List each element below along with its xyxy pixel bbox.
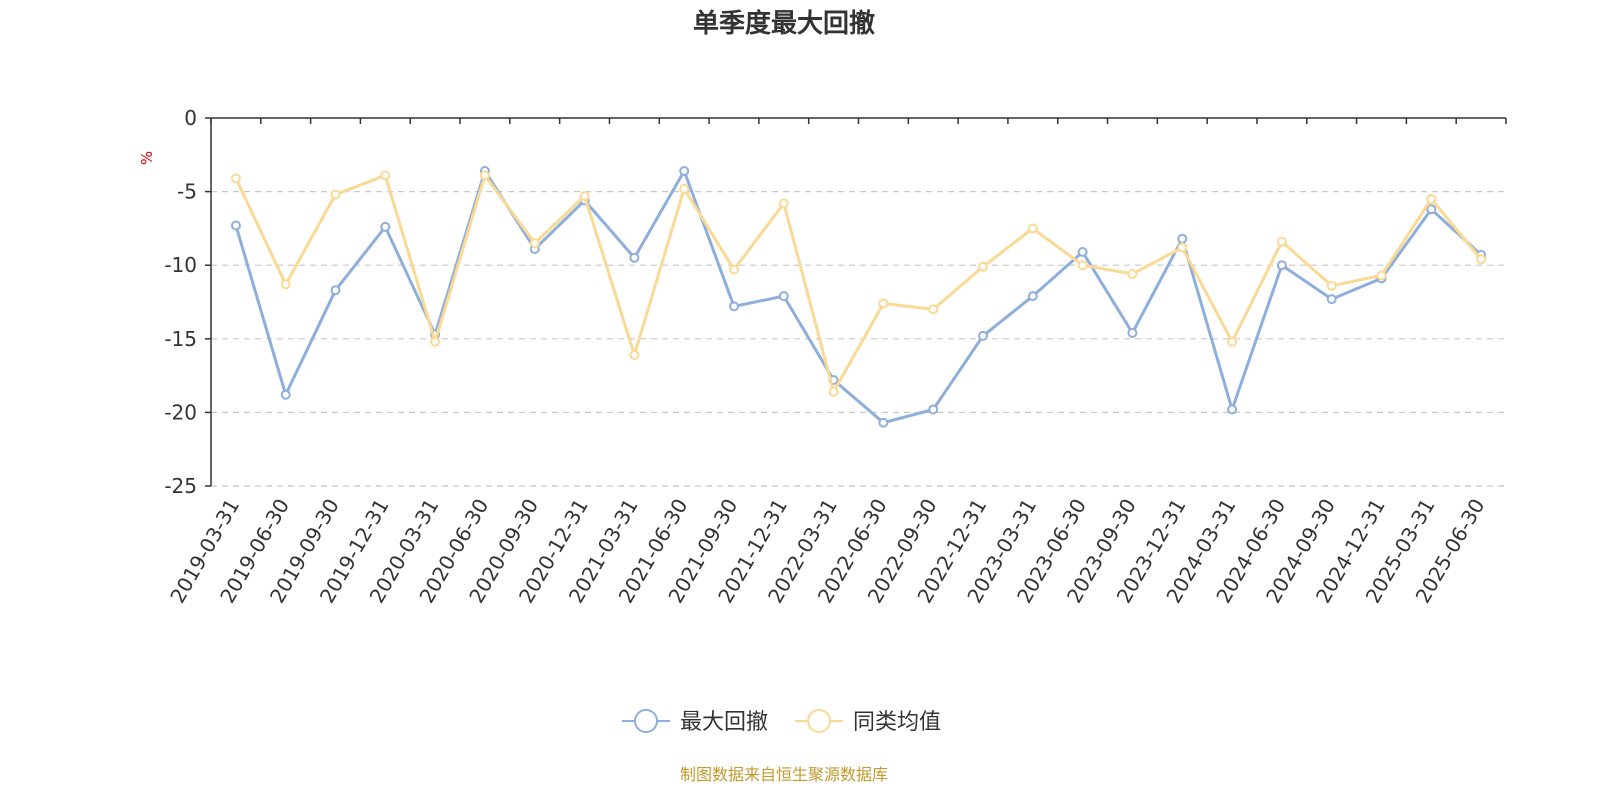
- legend-item-series-1[interactable]: 最大回撤: [622, 709, 768, 735]
- data-point-series-2: [1376, 270, 1387, 281]
- data-point-series-2: [928, 304, 939, 315]
- data-point-series-2: [430, 336, 441, 347]
- series-lines: [230, 166, 1487, 428]
- data-point-series-2: [479, 170, 490, 181]
- legend-marker-series-2: [807, 709, 831, 733]
- data-point-series-1: [1276, 260, 1287, 271]
- data-point-series-1: [928, 404, 939, 415]
- data-point-series-2: [679, 183, 690, 194]
- data-point-series-2: [729, 264, 739, 275]
- data-point-series-1: [230, 220, 241, 231]
- data-point-series-2: [330, 189, 341, 200]
- y-tick-label: 0: [184, 106, 197, 130]
- data-point-series-1: [1077, 247, 1088, 257]
- series-line-2: [234, 173, 1483, 394]
- data-point-series-1: [1426, 204, 1437, 215]
- data-point-series-2: [1326, 280, 1337, 291]
- y-tick-label: -25: [164, 474, 197, 498]
- series-line-1: [234, 169, 1483, 425]
- data-point-series-2: [230, 173, 241, 184]
- data-point-series-2: [1276, 236, 1287, 247]
- data-point-series-2: [1177, 242, 1188, 253]
- data-point-series-1: [1177, 233, 1188, 244]
- footer-source-text: 制图数据来自恒生聚源数据库: [680, 765, 888, 784]
- data-point-series-2: [529, 238, 540, 249]
- data-point-series-1: [729, 301, 739, 312]
- data-point-series-2: [579, 191, 590, 201]
- axes: 0-5-10-15-20-252019-03-312019-06-302019-…: [164, 106, 1507, 607]
- data-point-series-1: [1127, 327, 1138, 338]
- legend-marker-series-1: [634, 709, 658, 733]
- chart-title: 单季度最大回撤: [693, 8, 875, 39]
- data-point-series-1: [280, 389, 291, 400]
- y-tick-label: -15: [164, 327, 197, 351]
- legend-item-series-2[interactable]: 同类均值: [795, 709, 941, 735]
- data-point-series-1: [778, 291, 789, 302]
- legend-label-series-1: 最大回撤: [680, 710, 768, 735]
- data-point-series-1: [679, 166, 690, 176]
- data-point-series-1: [1326, 294, 1337, 305]
- data-point-series-2: [778, 198, 789, 209]
- data-point-series-1: [330, 285, 341, 296]
- data-point-series-1: [1027, 291, 1038, 302]
- data-point-series-1: [1227, 404, 1238, 415]
- data-point-series-1: [978, 330, 988, 341]
- data-point-series-2: [878, 298, 889, 309]
- y-tick-label: -5: [177, 180, 197, 204]
- data-point-series-2: [1077, 260, 1088, 271]
- data-point-series-2: [1426, 194, 1437, 204]
- data-point-series-2: [828, 386, 839, 397]
- legend-label-series-2: 同类均值: [853, 710, 941, 735]
- data-point-series-1: [380, 221, 391, 232]
- data-point-series-2: [978, 261, 988, 272]
- data-point-series-2: [280, 279, 291, 290]
- data-point-series-2: [1476, 254, 1487, 265]
- legend[interactable]: 最大回撤 同类均值: [622, 709, 941, 735]
- data-point-series-1: [878, 417, 889, 428]
- y-axis-unit: %: [138, 151, 156, 165]
- data-point-series-1: [629, 252, 640, 263]
- data-point-series-2: [1027, 223, 1038, 234]
- y-tick-label: -20: [164, 400, 197, 424]
- grid-lines: [211, 191, 1506, 487]
- data-point-series-2: [629, 350, 640, 360]
- data-point-series-2: [380, 170, 391, 181]
- y-tick-label: -10: [164, 253, 197, 277]
- data-point-series-2: [1227, 336, 1238, 347]
- data-point-series-2: [1127, 269, 1138, 279]
